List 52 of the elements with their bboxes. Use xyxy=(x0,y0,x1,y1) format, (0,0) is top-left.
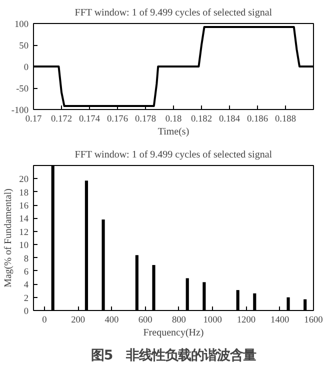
y-tick-label: 100 xyxy=(14,20,29,30)
x-tick-label: 0.188 xyxy=(275,114,296,124)
bar xyxy=(286,297,290,310)
y-tick-label: 12 xyxy=(19,228,29,238)
x-tick-label: 200 xyxy=(71,316,86,326)
bar xyxy=(236,290,240,310)
x-tick-label: 0.186 xyxy=(247,114,268,124)
bar xyxy=(186,278,189,310)
y-tick-label: 50 xyxy=(19,42,29,52)
chart-title: FFT window: 1 of 9.499 cycles of selected signal xyxy=(74,8,272,18)
y-tick-label: 2 xyxy=(24,294,29,304)
bar xyxy=(304,299,307,310)
chart-title: FFT window: 1 of 9.499 cycles of selected signal xyxy=(74,150,272,160)
line-series xyxy=(34,26,314,108)
y-tick-label: 0 xyxy=(24,63,29,73)
y-tick-label: 0 xyxy=(24,307,29,317)
x-tick-label: 0.17 xyxy=(25,114,42,124)
bar xyxy=(253,293,256,310)
y-tick-label: 10 xyxy=(19,241,29,252)
x-tick-label: 1200 xyxy=(236,316,256,326)
bar xyxy=(202,282,206,310)
y-tick-label: 6 xyxy=(24,267,29,278)
x-tick-label: 0.182 xyxy=(191,114,212,124)
x-tick-label: 400 xyxy=(104,316,120,326)
y-tick-label: 16 xyxy=(19,202,29,212)
x-tick-label: 600 xyxy=(138,316,153,326)
x-tick-label: 0.176 xyxy=(107,114,128,124)
x-tick-label: 0.18 xyxy=(165,114,182,124)
y-axis-title: Mag(% of Fundamental) xyxy=(3,188,14,288)
bar xyxy=(135,255,138,310)
x-tick-label: 1000 xyxy=(203,316,222,326)
x-tick-label: 0.178 xyxy=(135,114,156,124)
bar xyxy=(102,220,105,310)
x-axis-title: Frequency(Hz) xyxy=(143,328,204,338)
y-tick-label: 18 xyxy=(19,188,29,198)
x-tick-label: 1600 xyxy=(304,316,324,326)
y-tick-label: 4 xyxy=(24,280,29,291)
y-tick-label: -50 xyxy=(16,84,29,94)
y-tick-label: -100 xyxy=(11,106,29,116)
y-tick-label: 14 xyxy=(19,214,29,225)
x-tick-label: 0.172 xyxy=(51,114,72,124)
x-tick-label: 0.174 xyxy=(79,114,100,124)
bar xyxy=(152,265,156,310)
x-tick-label: 0 xyxy=(42,316,48,326)
x-tick-label: 800 xyxy=(172,316,186,326)
y-tick-label: 20 xyxy=(19,175,29,186)
y-tick-label: 8 xyxy=(24,254,29,264)
x-tick-label: 1400 xyxy=(270,316,290,326)
bar xyxy=(84,180,88,310)
x-tick-label: 0.184 xyxy=(219,114,240,124)
x-axis-title: Time(s) xyxy=(158,126,190,138)
caption: 图5 非线性负载的谐波含量 xyxy=(90,348,256,364)
